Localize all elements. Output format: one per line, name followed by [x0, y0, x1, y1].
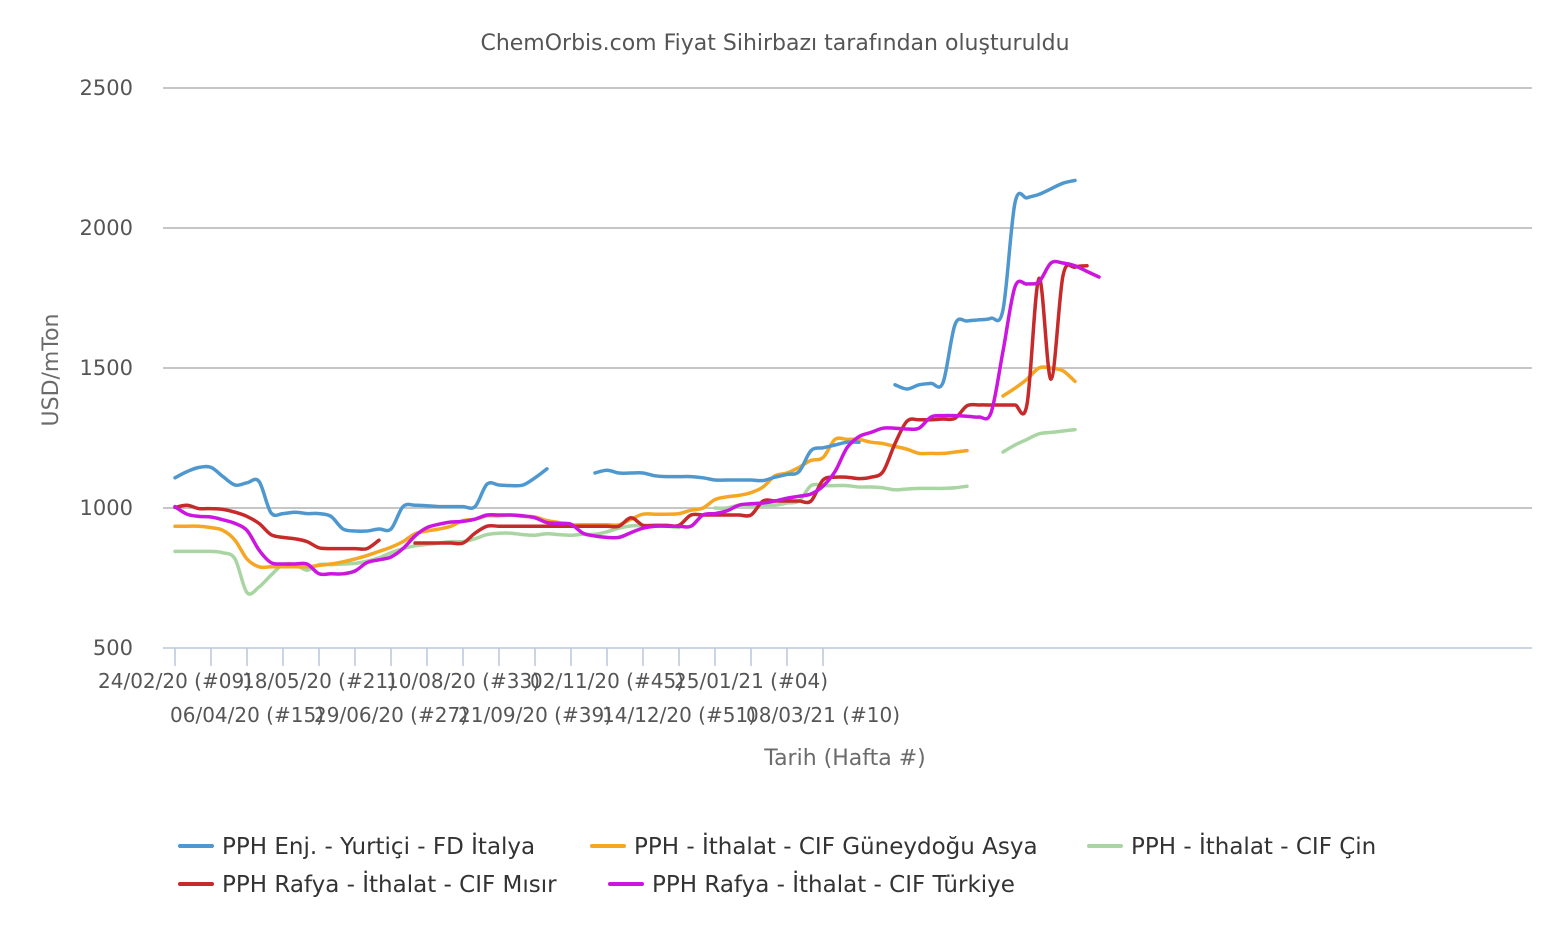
series-line-segment — [1001, 427, 1077, 454]
y-axis-ticks: 500 1000 1500 2000 2500 — [80, 76, 133, 660]
y-axis-title: USD/mTon — [39, 314, 64, 427]
legend-item-2[interactable]: PPH - İthalat - CIF Çin — [1087, 832, 1376, 860]
series-line-segment — [593, 440, 861, 483]
legend-item-1[interactable]: PPH - İthalat - CIF Güneydoğu Asya — [590, 832, 1038, 860]
legend-item-0[interactable]: PPH Enj. - Yurtiçi - FD İtalya — [178, 832, 535, 860]
x-tick-label: 06/04/20 (#15) — [170, 703, 324, 727]
legend-label: PPH Rafya - İthalat - CIF Türkiye — [652, 870, 1015, 898]
legend-item-4[interactable]: PPH Rafya - İthalat - CIF Türkiye — [608, 870, 1015, 898]
legend[interactable]: PPH Enj. - Yurtiçi - FD İtalya PPH - İtha… — [178, 832, 1376, 898]
y-tick-label: 2000 — [80, 216, 133, 240]
series-line-segment — [173, 464, 549, 533]
x-tick-label: 14/12/20 (#51) — [602, 703, 756, 727]
x-tick-label: 29/06/20 (#27) — [314, 703, 468, 727]
chart-title: ChemOrbis.com Fiyat Sihirbazı tarafından… — [480, 31, 1069, 56]
series-line-segment — [893, 178, 1077, 391]
x-tick-label: 24/02/20 (#09) — [98, 669, 252, 693]
series-4 — [173, 259, 1101, 577]
series-1 — [173, 365, 1077, 570]
x-tick-label: 10/08/20 (#33) — [386, 669, 540, 693]
x-tick-label: 18/05/20 (#21) — [242, 669, 396, 693]
legend-label: PPH - İthalat - CIF Çin — [1131, 832, 1376, 860]
y-tick-label: 1500 — [80, 356, 133, 380]
legend-label: PPH - İthalat - CIF Güneydoğu Asya — [634, 832, 1038, 860]
legend-label: PPH Enj. - Yurtiçi - FD İtalya — [222, 832, 535, 860]
series-line-segment — [173, 503, 381, 551]
x-tick-label: 02/11/20 (#45) — [530, 669, 684, 693]
series-0 — [173, 178, 1077, 533]
series-line-segment — [413, 263, 1089, 546]
x-axis-ticks: 24/02/20 (#09) 06/04/20 (#15) 18/05/20 (#2… — [98, 648, 900, 727]
x-tick-label: 25/01/21 (#04) — [674, 669, 828, 693]
x-tick-label: 21/09/20 (#39) — [458, 703, 612, 727]
series-lines — [173, 178, 1101, 596]
y-tick-label: 500 — [93, 636, 133, 660]
x-tick-label: 08/03/21 (#10) — [746, 703, 900, 727]
x-axis-title: Tarih (Hafta #) — [763, 746, 925, 771]
gridlines — [163, 87, 1532, 509]
series-line-segment — [173, 259, 1101, 577]
series-line-segment — [1001, 365, 1077, 398]
series-line-segment — [173, 436, 969, 570]
legend-label: PPH Rafya - İthalat - CIF Mısır — [222, 870, 557, 898]
legend-item-3[interactable]: PPH Rafya - İthalat - CIF Mısır — [178, 870, 557, 898]
series-3 — [173, 263, 1089, 551]
y-tick-label: 2500 — [80, 76, 133, 100]
y-tick-label: 1000 — [80, 496, 133, 520]
